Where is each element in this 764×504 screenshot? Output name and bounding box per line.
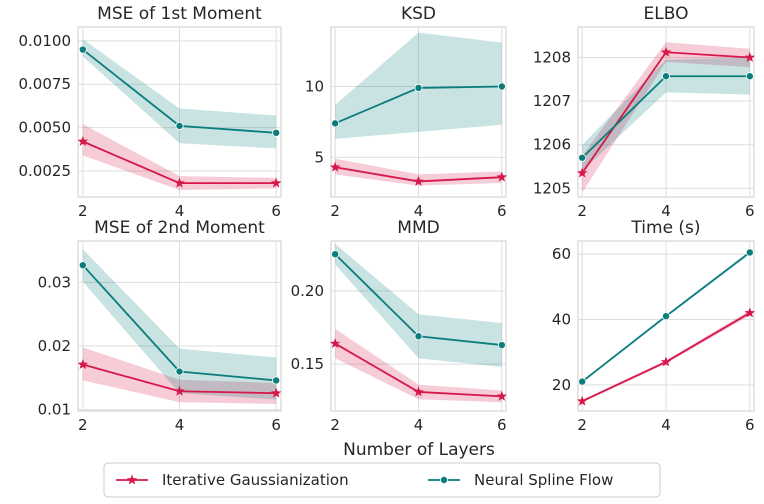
y-tick-label: 0.15	[291, 355, 324, 373]
y-tick-label: 0.20	[291, 282, 324, 300]
y-tick-label: 0.03	[38, 273, 71, 291]
x-axis-label: Number of Layers	[343, 440, 495, 460]
panel-1: KSD 2 4 6 5 10	[305, 4, 508, 220]
panel-title: ELBO	[644, 4, 689, 24]
y-tick-label: 0.0100	[19, 32, 72, 50]
data-point-star	[329, 338, 341, 349]
legend-label-1: Neural Spline Flow	[474, 471, 613, 489]
y-tick-label: 60	[552, 245, 571, 263]
data-point-star	[270, 177, 282, 188]
x-tick-label: 6	[745, 202, 755, 220]
x-tick-label: 2	[330, 202, 340, 220]
legend-circle-marker	[439, 475, 448, 484]
data-point-star	[576, 167, 588, 178]
data-point-star	[270, 387, 282, 398]
data-point-star	[413, 175, 424, 186]
y-tick-label: 1208	[533, 49, 571, 67]
data-point-circle	[78, 261, 87, 270]
data-point-circle	[272, 376, 281, 385]
data-point-circle	[414, 83, 423, 92]
data-point-circle	[175, 367, 184, 376]
data-point-circle	[414, 332, 423, 341]
x-tick-label: 4	[661, 416, 671, 434]
data-point-star	[329, 161, 341, 172]
data-point-star	[576, 395, 588, 406]
data-point-star	[413, 386, 424, 397]
data-point-star	[744, 52, 756, 62]
x-tick-label: 2	[78, 202, 88, 220]
panel-title: MSE of 2nd Moment	[94, 218, 265, 238]
x-tick-label: 6	[271, 202, 281, 220]
x-tick-label: 6	[271, 416, 281, 434]
y-tick-label: 40	[552, 310, 571, 328]
panel-2: ELBO 2 4 6 1205 1206 1207 1208	[533, 4, 756, 220]
data-point-circle	[78, 45, 87, 54]
y-tick-label: 0.0075	[19, 75, 72, 93]
x-tick-label: 2	[330, 416, 340, 434]
x-tick-label: 4	[175, 202, 185, 220]
x-tick-label: 4	[175, 416, 185, 434]
confidence-band-0	[82, 347, 277, 404]
data-point-circle	[497, 82, 506, 91]
x-tick-label: 4	[414, 202, 424, 220]
y-tick-label: 0.0050	[19, 119, 72, 137]
panel-title: MMD	[397, 218, 439, 238]
x-tick-label: 2	[78, 416, 88, 434]
data-point-star	[174, 385, 185, 396]
y-tick-label: 1207	[533, 92, 571, 110]
panel-0: MSE of 1st Moment 2 4 6 0.0025 0.0050 0.0075 0.…	[19, 4, 282, 220]
data-point-circle	[331, 250, 340, 259]
x-tick-label: 2	[577, 416, 587, 434]
y-tick-label: 0.0025	[19, 162, 72, 180]
legend-star-marker	[126, 474, 138, 485]
panel-3: MSE of 2nd Moment 2 4 6 0.01 0.02 0.03	[38, 218, 282, 434]
data-point-circle	[745, 72, 754, 81]
data-point-circle	[662, 312, 671, 321]
data-point-star	[496, 171, 508, 182]
data-point-star	[77, 135, 89, 146]
y-tick-label: 10	[305, 78, 324, 96]
confidence-band-1	[582, 57, 750, 171]
x-tick-label: 6	[745, 416, 755, 434]
data-point-circle	[175, 121, 184, 130]
x-tick-label: 4	[661, 202, 671, 220]
x-tick-label: 2	[577, 202, 587, 220]
data-point-star	[174, 177, 185, 188]
data-point-circle	[662, 72, 671, 81]
confidence-band-1	[82, 249, 277, 400]
data-point-circle	[331, 119, 340, 128]
panel-title: MSE of 1st Moment	[97, 4, 262, 24]
data-point-star	[744, 307, 756, 318]
y-tick-label: 20	[552, 376, 571, 394]
legend-label-0: Iterative Gaussianization	[162, 471, 349, 489]
panels: MSE of 1st Moment 2 4 6 0.0025 0.0050 0.0075 0.…	[19, 4, 756, 434]
y-tick-label: 1206	[533, 136, 571, 154]
x-tick-label: 6	[497, 416, 507, 434]
y-tick-label: 0.02	[38, 337, 71, 355]
data-point-star	[77, 359, 89, 369]
panel-title: Time (s)	[630, 218, 700, 238]
y-tick-label: 1205	[533, 179, 571, 197]
data-point-circle	[272, 128, 281, 137]
data-point-star	[496, 390, 508, 401]
data-point-circle	[497, 341, 506, 350]
panel-4: MMD 2 4 6 0.15 0.20	[291, 218, 508, 434]
x-tick-label: 6	[497, 202, 507, 220]
x-tick-label: 4	[414, 416, 424, 434]
y-tick-label: 0.01	[38, 401, 71, 419]
data-point-star	[660, 46, 672, 57]
legend-frame	[103, 462, 661, 498]
data-point-circle	[745, 248, 754, 257]
data-point-circle	[578, 153, 587, 162]
data-point-star	[660, 356, 672, 367]
confidence-band-1	[335, 243, 502, 368]
y-tick-label: 5	[314, 148, 324, 166]
panel-title: KSD	[401, 4, 436, 24]
legend: Iterative Gaussianization Neural Spline …	[103, 462, 661, 498]
data-point-circle	[578, 377, 587, 386]
confidence-band-1	[82, 39, 277, 149]
panel-5: Time (s) 2 4 6 20 40 60	[552, 218, 756, 434]
